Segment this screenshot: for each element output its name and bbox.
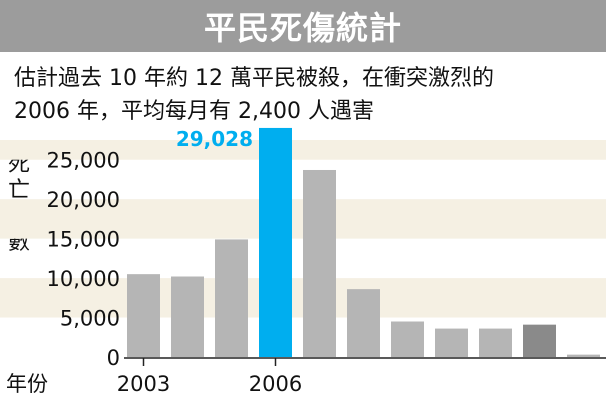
bar-2009: [391, 321, 424, 357]
subtitle-line-2: 2006 年，平均每月有 2,400 人遇害: [14, 99, 374, 124]
x-tick-label: 2006: [249, 372, 302, 396]
subtitle-line-1: 估計過去 10 年約 12 萬平民被殺，在衝突激烈的: [14, 66, 494, 91]
data-label-2006: 29,028: [176, 127, 253, 151]
y-tick-label: 20,000: [47, 188, 120, 212]
bar-2003: [127, 274, 160, 357]
background-band: [0, 140, 606, 160]
bar-2008: [347, 289, 380, 357]
chart-title: 平民死傷統計: [203, 9, 402, 47]
bar-2010: [435, 328, 468, 357]
bar-2013: [567, 354, 600, 357]
y-tick-label: 0: [107, 346, 120, 370]
y-tick-label: 15,000: [47, 228, 120, 252]
bar-2007: [303, 169, 336, 357]
x-tick-label: 2003: [117, 372, 170, 396]
bar-2012: [523, 324, 556, 357]
bar-2006: [259, 127, 292, 357]
bar-2005: [215, 239, 248, 357]
subtitle: 估計過去 10 年約 12 萬平民被殺，在衝突激烈的 2006 年，平均每月有 …: [14, 62, 604, 128]
y-tick-label: 10,000: [47, 267, 120, 291]
x-axis-label: 年份: [6, 372, 48, 396]
title-bar: 平民死傷統計: [0, 0, 606, 52]
y-tick-label: 5,000: [60, 307, 120, 331]
bar-2004: [171, 276, 204, 357]
y-tick-label: 25,000: [47, 149, 120, 173]
bar-2011: [479, 328, 512, 357]
